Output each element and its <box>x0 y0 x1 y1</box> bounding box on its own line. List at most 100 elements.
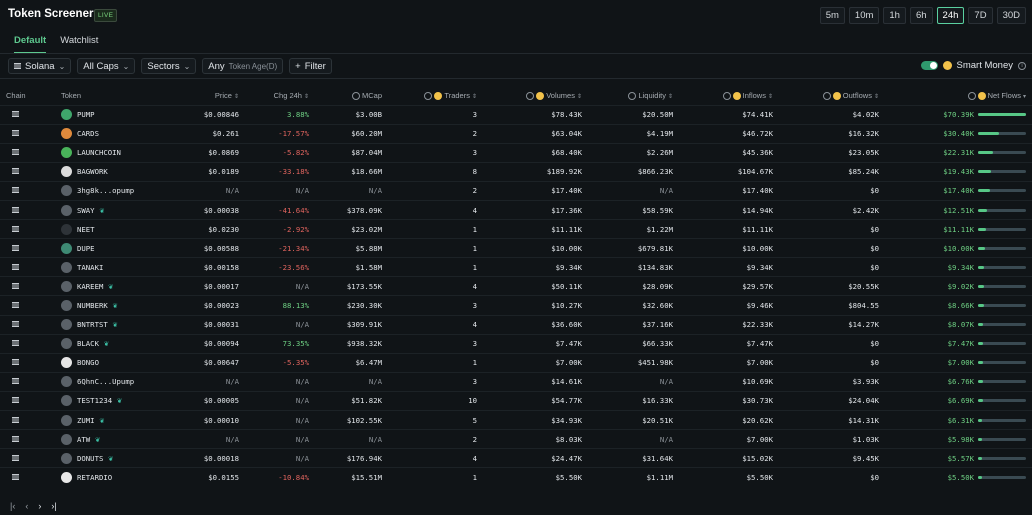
col-header-volumes[interactable]: Volumes ⇕ <box>483 87 588 105</box>
token-cell[interactable]: PUMP <box>55 104 180 125</box>
table-row[interactable]: BLACK ❦ $0.00094 73.35% $938.32K 3 $7.47K $66.3… <box>0 333 1032 354</box>
table-row[interactable]: TANAKI $0.00158 -23.56% $1.58M 1 $9.34K $134.8… <box>0 257 1032 277</box>
token-cell[interactable]: ZUMI ❦ <box>55 409 180 430</box>
table-row[interactable]: BONGO $0.00647 -5.35% $6.47M 1 $7.00K $451.98K… <box>0 352 1032 373</box>
solana-icon <box>12 111 19 118</box>
col-header-traders-label: Traders <box>444 91 470 101</box>
table-row[interactable]: LAUNCHCOIN $0.0869 -5.82% $87.04M 3 $68.40K $2… <box>0 142 1032 163</box>
caps-select[interactable]: All Caps ⌄ <box>77 58 136 74</box>
token-cell[interactable]: CARDS <box>55 123 180 144</box>
chain-select[interactable]: Solana ⌄ <box>8 58 72 74</box>
token-cell[interactable]: NEET <box>55 219 180 239</box>
token-cell[interactable]: KAREEM ❦ <box>55 276 180 296</box>
pagination: |‹ ‹ › ›| <box>10 501 57 511</box>
table-row[interactable]: BNTRTST ❦ $0.00031 N/A $309.91K 4 $36.60K $37.1… <box>0 314 1032 335</box>
token-cell[interactable]: ATW ❦ <box>55 429 180 449</box>
table-row[interactable]: ZUMI ❦ $0.00010 N/A $102.55K 5 $34.93K $20.51K $… <box>0 409 1032 430</box>
inflows-cell: $7.00K <box>679 352 779 373</box>
change-cell: N/A <box>245 180 315 201</box>
netflows-cell: $30.40K <box>885 123 1032 144</box>
smart-money-icon <box>732 92 741 101</box>
table-row[interactable]: BAGWORK $0.0189 -33.18% $18.66M 8 $189.92K $86… <box>0 161 1032 182</box>
tab-watchlist[interactable]: Watchlist <box>60 35 99 46</box>
inflows-cell: $9.46K <box>679 295 779 316</box>
token-cell[interactable]: BNTRTST ❦ <box>55 314 180 335</box>
col-header-netflows-label: Net Flows <box>987 91 1021 101</box>
table-row[interactable]: CARDS $0.261 -17.57% $60.20M 2 $63.04K $4.19M $… <box>0 123 1032 144</box>
token-cell[interactable]: SWAY ❦ <box>55 199 180 220</box>
token-cell[interactable]: BLACK ❦ <box>55 333 180 354</box>
chain-cell <box>0 180 55 201</box>
token-cell[interactable]: DUPE <box>55 238 180 258</box>
token-cell[interactable]: BONGO <box>55 352 180 373</box>
token-cell[interactable]: NUMBERK ❦ <box>55 295 180 316</box>
table-row[interactable]: 3hg8k...opump N/A N/A N/A 2 $17.40K N/A $17.40K… <box>0 180 1032 201</box>
col-header-liquidity[interactable]: Liquidity ⇕ <box>588 87 679 105</box>
solana-icon <box>12 187 19 194</box>
last-page-button[interactable]: ›| <box>51 501 57 511</box>
timeframe-selector: 5m 10m 1h 6h 24h 7D 30D <box>819 7 1026 24</box>
token-cell[interactable]: BAGWORK <box>55 161 180 182</box>
timeframe-10m[interactable]: 10m <box>848 7 880 24</box>
liquidity-cell: $37.16K <box>588 314 679 335</box>
col-header-change[interactable]: Chg 24h ⇕ <box>245 87 315 105</box>
token-cell[interactable]: TANAKI <box>55 257 180 277</box>
timeframe-30d[interactable]: 30D <box>996 7 1026 24</box>
col-header-outflows[interactable]: Outflows ⇕ <box>779 87 885 105</box>
netflows-cell: $17.40K <box>885 180 1032 201</box>
col-header-netflows[interactable]: Net Flows ▾ <box>885 87 1032 105</box>
table-row[interactable]: NEET $0.0230 -2.92% $23.02M 1 $11.11K $1.22M $1… <box>0 219 1032 239</box>
timeframe-7d[interactable]: 7D <box>968 7 993 24</box>
inflows-cell: $104.67K <box>679 161 779 182</box>
col-header-mcap[interactable]: MCap <box>315 87 388 105</box>
prev-page-button[interactable]: ‹ <box>25 501 29 511</box>
sectors-select[interactable]: Sectors ⌄ <box>141 58 197 74</box>
timeframe-5m[interactable]: 5m <box>819 7 845 24</box>
next-page-button[interactable]: › <box>38 501 42 511</box>
token-cell[interactable]: 6QhnC...Upump <box>55 371 180 392</box>
liquidity-cell: $679.81K <box>588 238 679 258</box>
table-row[interactable]: DONUTS ❦ $0.00018 N/A $176.94K 4 $24.47K $31.64… <box>0 448 1032 468</box>
table-row[interactable]: NUMBERK ❦ $0.00023 88.13% $230.30K 3 $10.27K $3… <box>0 295 1032 316</box>
table-row[interactable]: KAREEM ❦ $0.00017 N/A $173.55K 4 $50.11K $28.09… <box>0 276 1032 296</box>
token-cell[interactable]: LAUNCHCOIN <box>55 142 180 163</box>
smart-money-control: Smart Money i <box>920 60 1026 71</box>
token-name: BAGWORK <box>77 167 108 177</box>
table-row[interactable]: RETARDIO $0.0155 -10.84% $15.51M 1 $5.50K $1.1… <box>0 467 1032 487</box>
col-header-traders[interactable]: Traders ⇕ <box>388 87 483 105</box>
mcap-cell: $102.55K <box>315 409 388 430</box>
traders-cell: 1 <box>388 219 483 239</box>
inflows-cell: $22.33K <box>679 314 779 335</box>
table-row[interactable]: 6QhnC...Upump N/A N/A N/A 3 $14.61K N/A $10.69K… <box>0 371 1032 392</box>
token-cell[interactable]: 3hg8k...opump <box>55 180 180 201</box>
table-row[interactable]: PUMP $0.00846 3.88% $3.00B 3 $78.43K $20.50M $7… <box>0 104 1032 125</box>
tab-default[interactable]: Default <box>14 35 47 54</box>
filter-button[interactable]: + Filter <box>289 58 332 74</box>
table-row[interactable]: DUPE $0.00588 -21.34% $5.88M 1 $10.00K $679.81… <box>0 238 1032 258</box>
timeframe-6h[interactable]: 6h <box>909 7 933 24</box>
solana-icon <box>12 416 19 423</box>
token-age-select[interactable]: Any Token Age(D) <box>202 58 284 74</box>
info-icon <box>351 92 360 101</box>
token-cell[interactable]: RETARDIO <box>55 467 180 487</box>
token-cell[interactable]: TEST1234 ❦ <box>55 390 180 411</box>
table-row[interactable]: ATW ❦ N/A N/A N/A 2 $8.03K N/A $7.00K $1.03K $5.98… <box>0 429 1032 449</box>
col-header-price[interactable]: Price ⇕ <box>180 87 245 105</box>
price-cell: $0.00647 <box>180 352 245 373</box>
chain-cell <box>0 390 55 411</box>
traders-cell: 1 <box>388 352 483 373</box>
smart-money-toggle[interactable] <box>920 61 938 70</box>
first-page-button[interactable]: |‹ <box>10 501 16 511</box>
netflows-bar <box>978 132 1026 136</box>
timeframe-1h[interactable]: 1h <box>883 7 906 24</box>
col-header-inflows[interactable]: Inflows ⇕ <box>679 87 779 105</box>
timeframe-24h[interactable]: 24h <box>936 7 965 24</box>
price-cell: $0.00588 <box>180 238 245 258</box>
table-row[interactable]: SWAY ❦ $0.00038 -41.64% $378.09K 4 $17.36K $58.… <box>0 199 1032 220</box>
table-row[interactable]: TEST1234 ❦ $0.00005 N/A $51.82K 10 $54.77K $16.… <box>0 390 1032 411</box>
info-icon[interactable]: i <box>1018 61 1026 70</box>
volumes-cell: $8.03K <box>483 429 588 449</box>
mcap-cell: $18.66M <box>315 161 388 182</box>
token-cell[interactable]: DONUTS ❦ <box>55 448 180 468</box>
netflows-value: $6.69K <box>947 396 974 406</box>
